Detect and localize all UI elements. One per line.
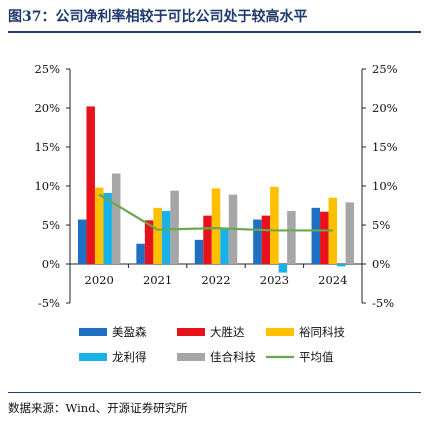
bar-佳合科技-2023 bbox=[287, 210, 296, 264]
bar-大胜达-2021 bbox=[144, 220, 154, 264]
y-tick-label-left: 15% bbox=[34, 140, 60, 154]
x-tick-label-2022: 2022 bbox=[201, 273, 230, 287]
x-tick-label-2024: 2024 bbox=[318, 273, 347, 287]
bar-美盈森-2024 bbox=[311, 207, 321, 264]
x-tick-label-2020: 2020 bbox=[85, 273, 114, 287]
bar-大胜达-2020 bbox=[86, 106, 95, 264]
x-tick-label-2021: 2021 bbox=[143, 273, 172, 287]
y-tick-label-right: 0% bbox=[372, 257, 390, 271]
legend-swatch-裕同科技 bbox=[266, 328, 294, 336]
bar-龙利得-2023 bbox=[278, 264, 288, 273]
bar-佳合科技-2024 bbox=[345, 202, 355, 264]
bar-佳合科技-2020 bbox=[111, 173, 121, 264]
y-tick-label-right: 5% bbox=[372, 218, 390, 232]
chart-area: -5% -5% 0% 0% 5% 5% 10% 10% 15% 15% 20% 20% 25% 25% 20… bbox=[34, 62, 398, 364]
bar-美盈森-2023 bbox=[253, 219, 262, 264]
y-tick-label-left: 10% bbox=[34, 179, 60, 193]
legend-label-大胜达: 大胜达 bbox=[210, 325, 245, 339]
y-tick-label-right: 20% bbox=[372, 101, 398, 115]
legend-swatch-佳合科技 bbox=[177, 353, 205, 361]
bar-龙利得-2022 bbox=[220, 228, 229, 264]
legend-label-佳合科技: 佳合科技 bbox=[210, 350, 256, 364]
series-line-average bbox=[98, 193, 333, 232]
bar-裕同科技-2020 bbox=[94, 187, 104, 264]
bar-大胜达-2024 bbox=[320, 211, 329, 264]
bar-裕同科技-2022 bbox=[211, 188, 221, 264]
y-tick-label-left: 0% bbox=[42, 257, 60, 271]
bar-裕同科技-2023 bbox=[270, 186, 279, 264]
bar-美盈森-2022 bbox=[194, 239, 204, 264]
chart-title: 图37：公司净利率相较于可比公司处于较高水平 bbox=[8, 9, 308, 25]
y-tick-label-left: -5% bbox=[38, 296, 60, 310]
bar-美盈森-2020 bbox=[77, 219, 87, 264]
bar-龙利得-2020 bbox=[103, 193, 112, 264]
y-tick-label-left: 25% bbox=[34, 62, 60, 76]
legend-label-裕同科技: 裕同科技 bbox=[299, 325, 345, 339]
bar-龙利得-2024 bbox=[337, 264, 346, 267]
legend-label-美盈森: 美盈森 bbox=[112, 325, 147, 339]
legend-swatch-美盈森 bbox=[79, 328, 107, 336]
legend-label-龙利得: 龙利得 bbox=[112, 350, 147, 364]
bar-大胜达-2022 bbox=[203, 215, 212, 264]
y-tick-label-left: 20% bbox=[34, 101, 60, 115]
bar-龙利得-2021 bbox=[161, 210, 171, 264]
legend-swatch-大胜达 bbox=[177, 328, 205, 336]
legend-swatch-龙利得 bbox=[79, 353, 107, 361]
legend-label-平均值: 平均值 bbox=[299, 350, 334, 364]
x-tick-label-2023: 2023 bbox=[260, 273, 289, 287]
bar-裕同科技-2021 bbox=[153, 207, 162, 264]
bar-佳合科技-2021 bbox=[170, 190, 179, 264]
bar-美盈森-2021 bbox=[136, 243, 145, 264]
title-divider bbox=[8, 31, 421, 33]
y-tick-label-right: -5% bbox=[372, 296, 394, 310]
footer-divider bbox=[8, 392, 421, 393]
y-tick-label-right: 10% bbox=[372, 179, 398, 193]
y-tick-label-right: 15% bbox=[372, 140, 398, 154]
bar-大胜达-2023 bbox=[261, 215, 271, 264]
y-tick-label-right: 25% bbox=[372, 62, 398, 76]
y-tick-label-left: 5% bbox=[42, 218, 60, 232]
source-note: 数据来源：Wind、开源证券研究所 bbox=[8, 401, 188, 415]
